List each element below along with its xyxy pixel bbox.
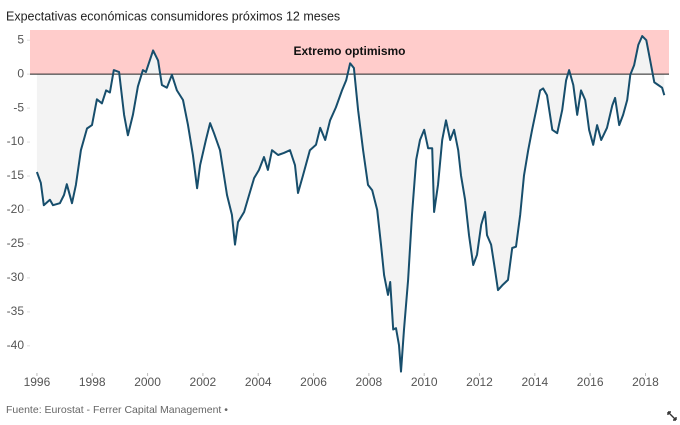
- chart-title: Expectativas económicas consumidores pró…: [6, 9, 340, 23]
- y-tick-label: -40: [7, 338, 25, 352]
- y-tick-label: -5: [13, 100, 24, 114]
- x-tick-label: 2014: [521, 375, 548, 389]
- x-tick-label: 2000: [134, 375, 161, 389]
- x-tick-label: 2006: [300, 375, 327, 389]
- x-tick-label: 2010: [411, 375, 438, 389]
- x-tick-label: 2004: [245, 375, 272, 389]
- y-tick-label: -35: [7, 304, 25, 318]
- x-tick-label: 1998: [79, 375, 106, 389]
- band-label: Extremo optimismo: [293, 44, 405, 58]
- x-tick-label: 2012: [466, 375, 493, 389]
- y-tick-label: -30: [7, 270, 25, 284]
- x-tick-label: 2018: [632, 375, 659, 389]
- y-tick-label: 5: [17, 32, 24, 46]
- x-tick-label: 2002: [190, 375, 217, 389]
- source: Fuente: Eurostat - Ferrer Capital Manage…: [6, 404, 228, 416]
- expand-icon[interactable]: [667, 411, 677, 421]
- y-tick-label: -10: [7, 134, 25, 148]
- x-tick-label: 2008: [356, 375, 383, 389]
- y-tick-label: -20: [7, 202, 25, 216]
- x-tick-label: 2016: [577, 375, 604, 389]
- x-tick-label: 1996: [24, 375, 51, 389]
- y-tick-label: 0: [17, 66, 24, 80]
- y-tick-label: -15: [7, 168, 25, 182]
- line: [35, 35, 666, 373]
- y-tick-label: -25: [7, 236, 25, 250]
- area: [36, 36, 665, 372]
